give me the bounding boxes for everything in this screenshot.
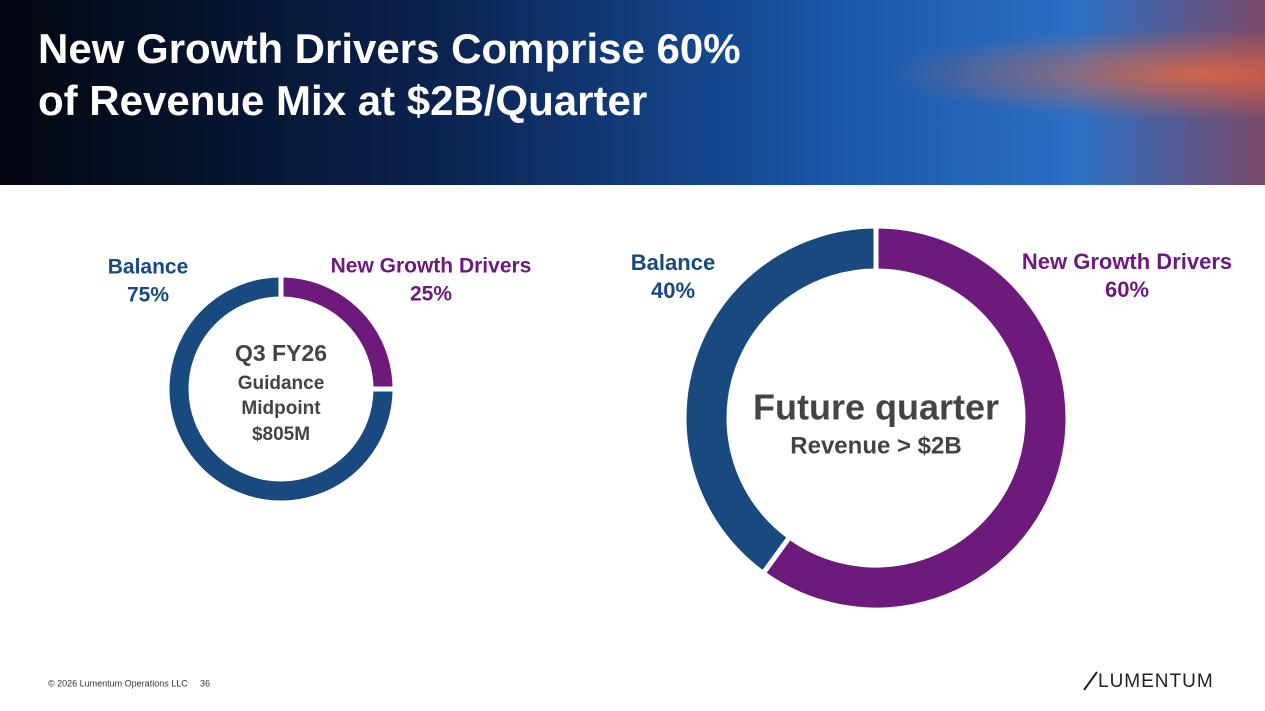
legend-label: New Growth Drivers xyxy=(1022,249,1232,274)
header-glow xyxy=(0,0,1265,185)
legend-label: Balance xyxy=(108,256,189,279)
data-label: 60% xyxy=(1105,277,1149,302)
donut-segment xyxy=(681,223,879,577)
slide-title: of Revenue Mix at $2B/Quarter xyxy=(38,77,647,124)
legend-label: New Growth Drivers xyxy=(331,255,532,278)
donut-segment xyxy=(759,223,1071,613)
legend-label: Balance xyxy=(631,250,715,275)
donut-segment xyxy=(278,272,398,392)
data-label: 75% xyxy=(127,284,169,307)
donut-segment xyxy=(164,272,398,506)
page-number: 36 xyxy=(200,678,210,688)
center-text: $805M xyxy=(252,424,310,445)
center-text: Guidance xyxy=(238,373,325,394)
center-text: Q3 FY26 xyxy=(235,340,327,366)
data-label: 40% xyxy=(651,278,695,303)
center-text: Midpoint xyxy=(241,398,321,419)
center-text: Revenue > $2B xyxy=(790,432,961,459)
copyright: © 2026 Lumentum Operations LLC xyxy=(48,678,188,688)
data-label: 25% xyxy=(410,283,452,306)
center-text: Future quarter xyxy=(753,387,999,428)
logo: LUMENTUM xyxy=(1098,671,1214,692)
slide-title: New Growth Drivers Comprise 60% xyxy=(38,25,741,72)
logo-mark xyxy=(1083,671,1098,691)
